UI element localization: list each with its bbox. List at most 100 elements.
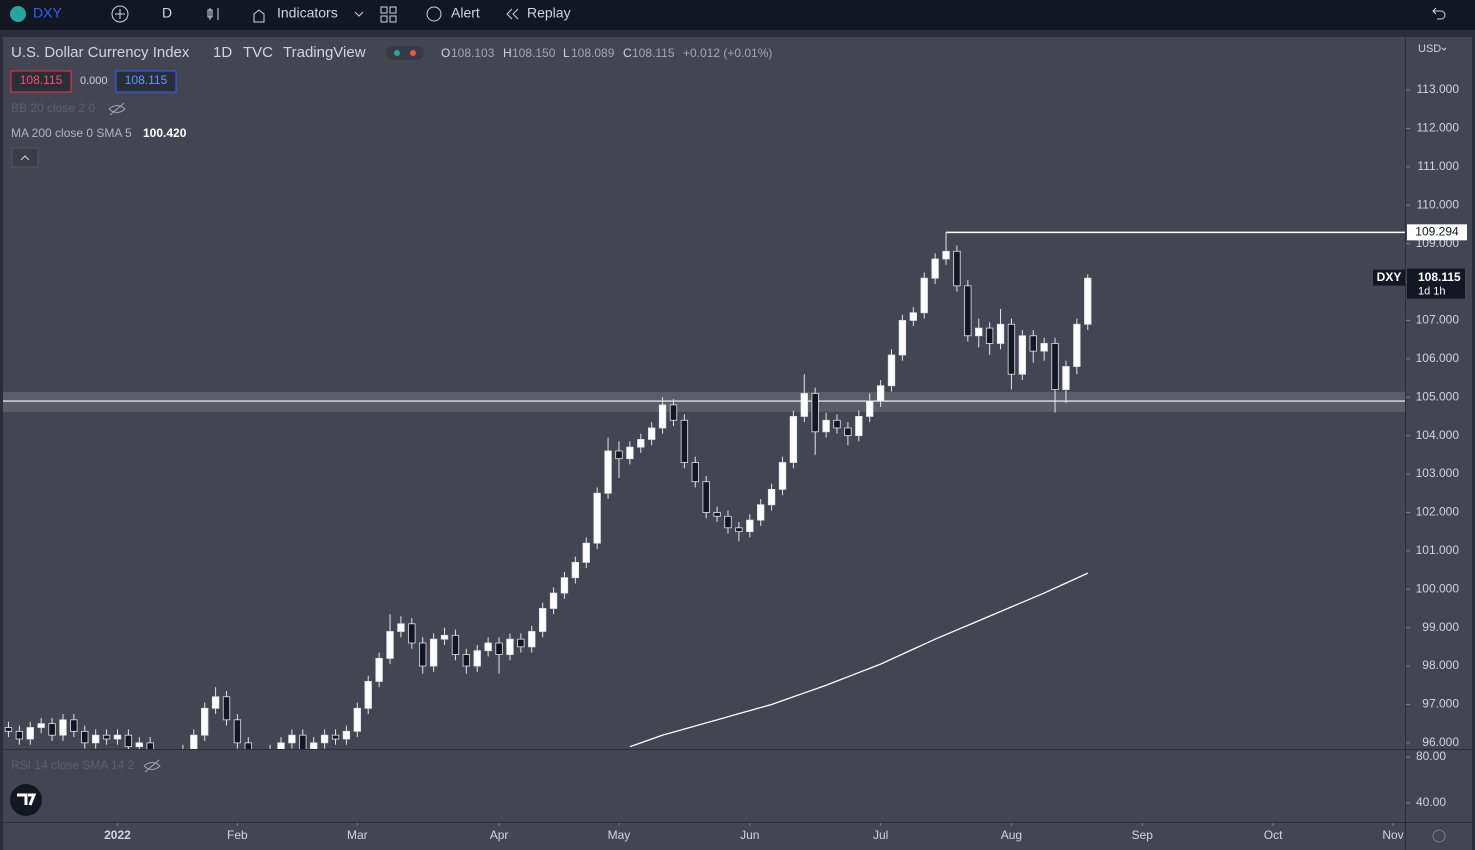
candle-body <box>517 638 525 648</box>
ma-legend: MA 200 close 0 SMA 5 <box>11 126 132 140</box>
indicators-menu[interactable] <box>354 11 364 17</box>
candle-body <box>419 642 427 667</box>
candle-body <box>1007 323 1016 375</box>
candle-body <box>789 416 798 463</box>
candle-body <box>822 419 830 433</box>
status-dot <box>394 50 400 56</box>
x-tick-label: Jul <box>873 828 888 842</box>
candle-body <box>887 354 896 387</box>
status-pill[interactable] <box>386 46 424 60</box>
candle-body <box>429 638 438 667</box>
candle-body <box>26 727 34 740</box>
candle-body <box>353 707 361 732</box>
candle-body <box>549 592 558 609</box>
candle-body <box>876 385 885 402</box>
candle-body <box>1051 343 1059 390</box>
candle-body <box>920 277 928 314</box>
candle-body <box>375 657 383 682</box>
y-tick-label: 104.000 <box>1416 428 1460 442</box>
bb-hidden-toggle[interactable] <box>108 102 126 116</box>
candle-body <box>484 642 492 652</box>
ask[interactable]: 108.115 <box>125 73 168 87</box>
x-tick-label: Oct <box>1264 828 1283 842</box>
rsi-hidden-toggle[interactable] <box>143 759 161 773</box>
candle-body <box>637 439 645 448</box>
y-tick-label: 97.000 <box>1422 697 1459 711</box>
candle-body <box>593 492 601 544</box>
candle-body <box>757 504 765 521</box>
symbol-icon[interactable] <box>10 6 26 22</box>
layouts-button[interactable] <box>380 6 397 23</box>
add-symbol[interactable] <box>111 5 129 23</box>
candle-body <box>451 634 460 655</box>
undo-button[interactable] <box>1432 7 1446 20</box>
replay-icon <box>506 8 519 20</box>
candle-body <box>964 285 972 337</box>
legend-interval: 1D <box>213 44 232 61</box>
candle-body <box>146 742 154 749</box>
last-symbol: DXY <box>1377 270 1402 284</box>
bid[interactable]: 108.115 <box>20 73 63 87</box>
interval[interactable]: D <box>162 5 172 21</box>
candle-body <box>702 481 710 513</box>
candle-body <box>59 719 67 736</box>
candle-body <box>331 734 340 740</box>
plot <box>3 232 1405 749</box>
candle-body <box>724 515 732 529</box>
resistance-label: 109.294 <box>1415 224 1459 238</box>
legend-o-key: O <box>441 46 450 60</box>
time-axis <box>3 823 1405 850</box>
x-tick-label: Apr <box>490 828 509 842</box>
legend-l-key: L <box>563 46 570 60</box>
candle-body <box>364 681 372 709</box>
main-pane <box>3 37 1405 749</box>
y-tick-label: 103.000 <box>1416 466 1460 480</box>
candle-body <box>1084 277 1092 325</box>
currency-menu <box>1441 47 1447 51</box>
candle-body <box>397 623 405 632</box>
y-tick-label: 112.000 <box>1417 121 1460 135</box>
candle-body <box>113 734 122 740</box>
candle-body <box>996 323 1005 344</box>
candle-body <box>735 527 743 533</box>
last-price: 108.115 <box>1418 270 1461 284</box>
alert-button[interactable]: Alert <box>451 5 480 21</box>
legend-l: 108.089 <box>571 46 615 60</box>
symbol[interactable]: DXY <box>33 5 62 21</box>
settings-button[interactable] <box>1432 829 1446 843</box>
candle-body <box>37 723 45 728</box>
candle-body <box>898 320 907 356</box>
ma-line <box>629 572 1089 748</box>
axis-corner <box>1406 823 1472 850</box>
y-tick-label: 101.000 <box>1416 543 1460 557</box>
candle-body <box>473 650 481 667</box>
candle-body <box>1062 366 1070 390</box>
candle-body <box>778 462 787 490</box>
replay-button[interactable]: Replay <box>527 5 571 21</box>
sell-button[interactable] <box>10 70 72 93</box>
candle-body <box>190 734 198 749</box>
candle-body <box>658 404 667 429</box>
legend-c-key: C <box>623 46 632 60</box>
currency[interactable]: USD <box>1418 43 1441 55</box>
candle-body <box>560 577 569 594</box>
x-tick-label: Jun <box>740 828 759 842</box>
buy-button[interactable] <box>115 70 177 93</box>
indicators-icon <box>253 9 265 23</box>
candle-body <box>855 416 863 437</box>
legend-c: 108.115 <box>632 46 675 60</box>
candle-body <box>4 727 13 732</box>
candle-body <box>233 719 242 744</box>
legend-exchange: TVC <box>243 44 273 61</box>
legend-source: TradingView <box>283 44 366 61</box>
indicators-button[interactable]: Indicators <box>277 5 338 21</box>
candle-body <box>953 250 961 287</box>
candle-body <box>985 327 994 344</box>
rsi-legend: RSI 14 close SMA 14 2 <box>11 758 135 772</box>
candle-body <box>604 450 612 494</box>
candle-body <box>713 512 721 517</box>
collapse-legend[interactable] <box>11 147 39 168</box>
x-tick-label: Aug <box>1001 828 1022 842</box>
candle-body <box>70 719 78 732</box>
